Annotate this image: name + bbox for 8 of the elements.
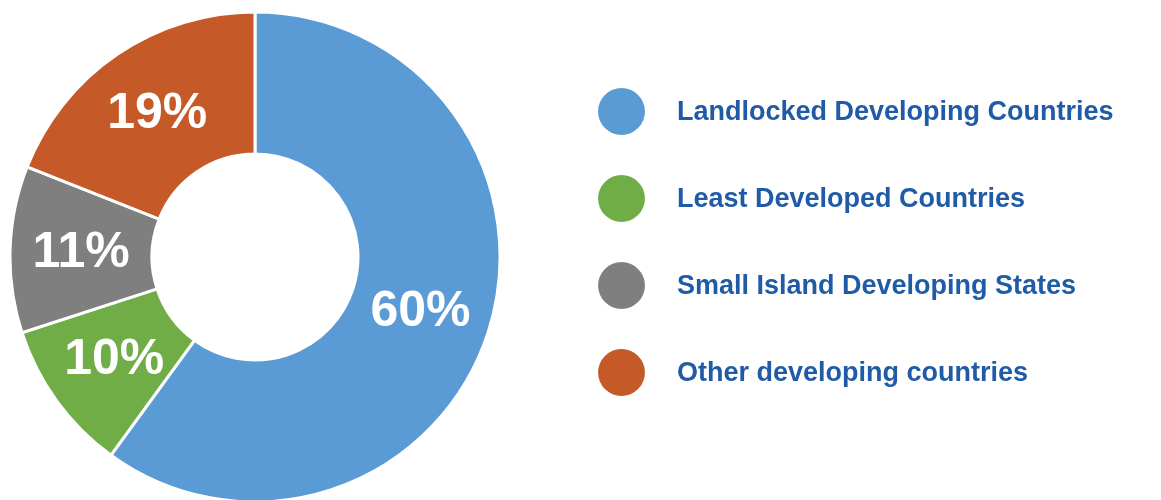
data-label: 11% [32,221,130,278]
legend-label: Least Developed Countries [677,182,1026,213]
data-label: 60% [370,280,471,337]
legend-label: Landlocked Developing Countries [677,95,1114,126]
legend-label: Small Island Developing States [677,269,1077,300]
data-label: 10% [64,329,165,386]
data-label: 19% [107,83,208,140]
legend-label: Other developing countries [677,356,1029,387]
